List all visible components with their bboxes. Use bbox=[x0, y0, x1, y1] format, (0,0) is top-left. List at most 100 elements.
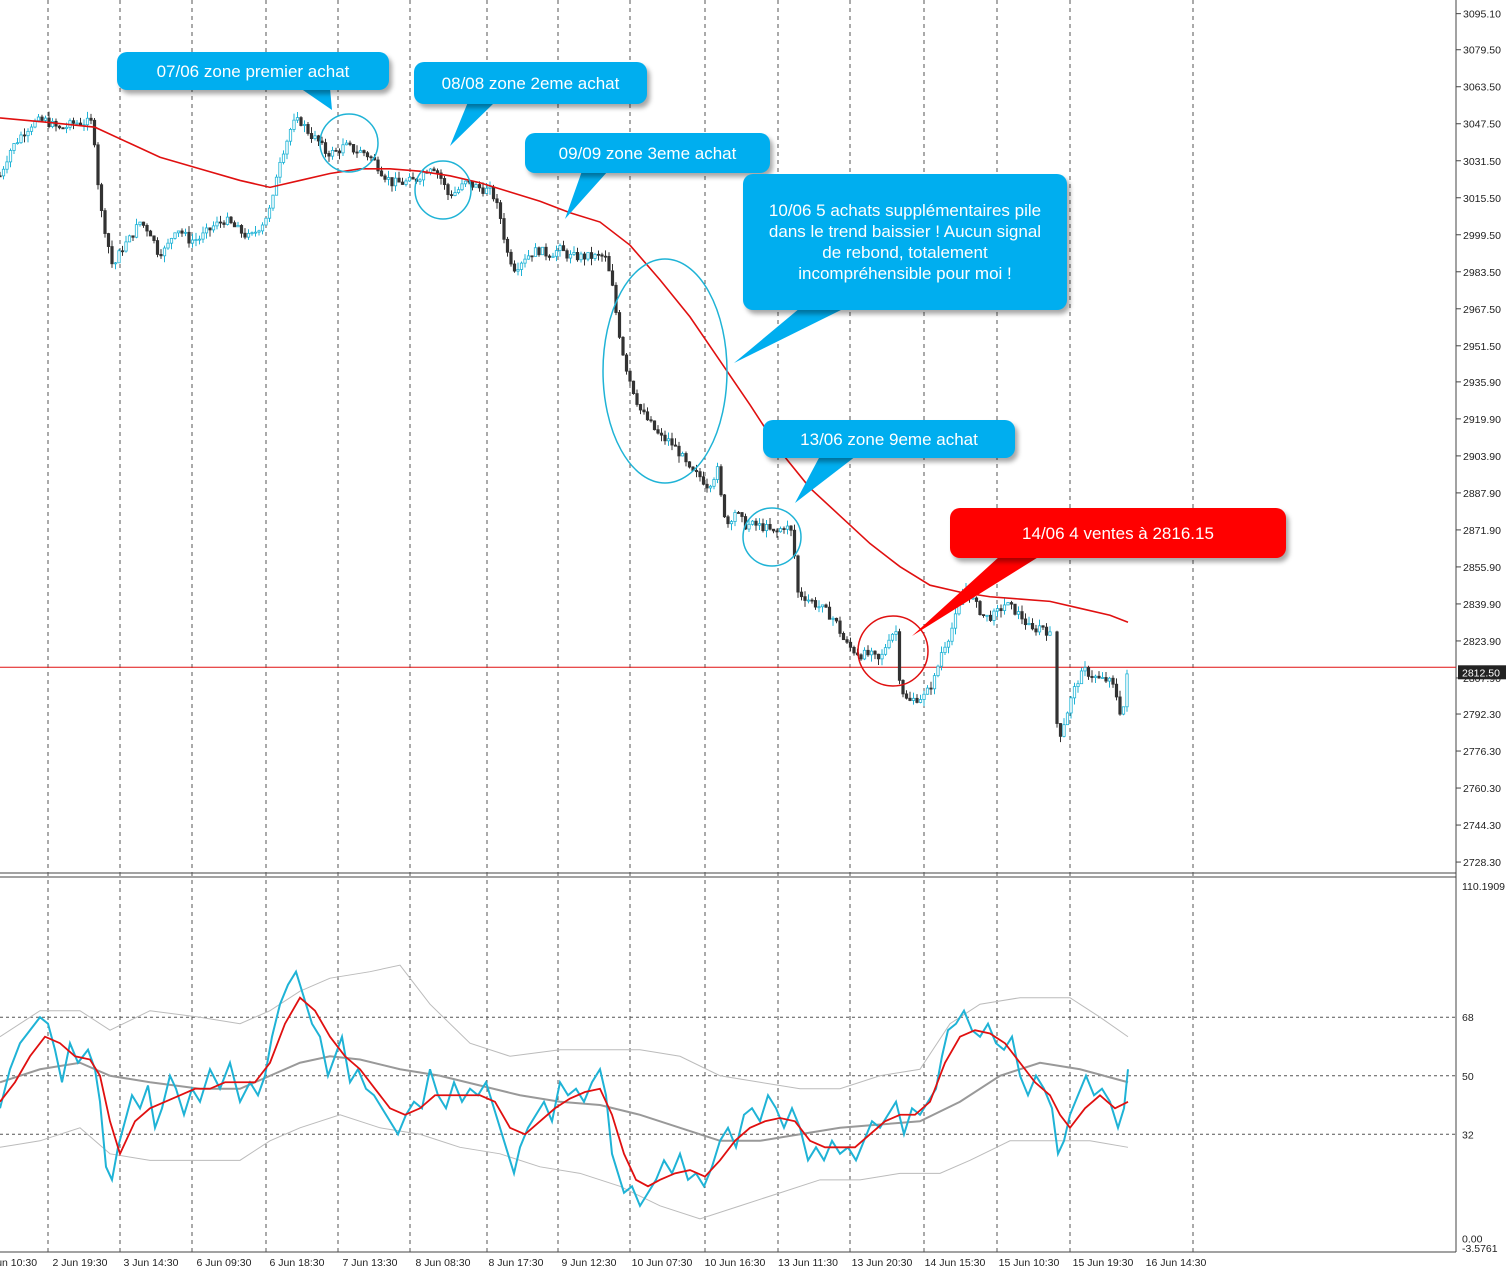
candle-body bbox=[365, 152, 370, 158]
candle-body bbox=[834, 617, 839, 622]
candle-body bbox=[439, 172, 443, 179]
candle-body bbox=[1023, 618, 1028, 626]
candle-body bbox=[698, 471, 702, 478]
candle-body bbox=[533, 247, 538, 257]
candle-body bbox=[894, 631, 898, 635]
candle-body bbox=[733, 512, 737, 522]
candle-body bbox=[1016, 611, 1021, 615]
candle-body bbox=[1111, 677, 1115, 685]
callout-tail bbox=[450, 102, 495, 146]
candle-body bbox=[334, 150, 338, 152]
candle-body bbox=[624, 354, 629, 372]
candle-body bbox=[1030, 623, 1035, 630]
candle-body bbox=[78, 122, 83, 126]
x-tick-label: 8 Jun 17:30 bbox=[489, 1257, 544, 1269]
candle-body bbox=[369, 156, 373, 159]
x-tick-label: 15 Jun 19:30 bbox=[1073, 1257, 1134, 1269]
candle-body bbox=[890, 633, 895, 641]
annotation-third-buy: 09/09 zone 3eme achat bbox=[525, 133, 770, 173]
x-tick-label: 16 Jun 14:30 bbox=[1146, 1257, 1207, 1269]
annotation-five-buys: 10/06 5 achats supplémentaires pile dans… bbox=[743, 174, 1067, 310]
x-tick-label: 6 Jun 18:30 bbox=[270, 1257, 325, 1269]
candle-body bbox=[999, 608, 1003, 612]
candle-body bbox=[103, 210, 107, 234]
candle-body bbox=[162, 247, 167, 257]
candle-body bbox=[876, 653, 881, 660]
candle-body bbox=[505, 238, 510, 253]
candle-body bbox=[901, 679, 905, 695]
candle-body bbox=[218, 221, 223, 224]
candle-body bbox=[1121, 706, 1126, 715]
candle-body bbox=[981, 614, 986, 616]
candle-body bbox=[603, 255, 608, 258]
candle-body bbox=[432, 168, 436, 172]
candle-body bbox=[89, 117, 93, 121]
candle-body bbox=[99, 184, 104, 212]
x-tick-label: 2 Jun 19:30 bbox=[53, 1257, 108, 1269]
candle-body bbox=[684, 453, 688, 463]
candle-body bbox=[1090, 675, 1094, 678]
candle-body bbox=[561, 245, 566, 252]
candle-body bbox=[638, 404, 643, 411]
candle-body bbox=[1093, 675, 1098, 678]
candle-body bbox=[229, 216, 233, 224]
candle-body bbox=[1118, 696, 1122, 715]
candle-body bbox=[985, 614, 989, 617]
candle-body bbox=[1125, 673, 1129, 708]
candle-body bbox=[75, 122, 79, 125]
candle-body bbox=[15, 142, 20, 145]
candle-body bbox=[621, 336, 625, 356]
middle-band-line bbox=[0, 1055, 1129, 1142]
candle-body bbox=[134, 224, 139, 238]
candle-body bbox=[169, 237, 174, 244]
candle-body bbox=[190, 239, 195, 244]
candle-body bbox=[299, 117, 303, 126]
candle-body bbox=[400, 181, 405, 185]
highlight-circle bbox=[742, 507, 802, 567]
highlight-circle bbox=[414, 160, 472, 220]
candle-body bbox=[817, 606, 821, 609]
candle-body bbox=[607, 256, 611, 272]
price-panel bbox=[0, 111, 1456, 743]
candle-body bbox=[673, 444, 678, 447]
candle-body bbox=[215, 221, 219, 227]
candle-body bbox=[929, 687, 933, 690]
candle-body bbox=[537, 247, 541, 256]
candle-body bbox=[995, 608, 1000, 612]
candle-body bbox=[43, 117, 48, 121]
candle-body bbox=[530, 255, 534, 258]
y-tick-label: 2935.90 bbox=[1463, 377, 1501, 389]
y-tick-label: 2776.30 bbox=[1463, 746, 1501, 758]
candle-body bbox=[180, 230, 184, 234]
candle-body bbox=[302, 124, 307, 126]
candle-body bbox=[383, 175, 387, 180]
candle-body bbox=[456, 189, 461, 194]
candle-body bbox=[761, 523, 765, 532]
y-tick-label: 2744.30 bbox=[1463, 820, 1501, 832]
candle-body bbox=[474, 184, 478, 188]
candle-body bbox=[1044, 626, 1049, 636]
x-tick-label: 9 Jun 12:30 bbox=[562, 1257, 617, 1269]
y-tick-label: 2967.50 bbox=[1463, 304, 1501, 316]
candle-body bbox=[145, 224, 149, 232]
oscillator-tick-label: 0.00 bbox=[1462, 1233, 1483, 1245]
candle-body bbox=[512, 263, 517, 272]
candle-body bbox=[204, 227, 209, 234]
candle-body bbox=[764, 524, 769, 532]
candle-body bbox=[526, 255, 531, 260]
candle-body bbox=[845, 639, 849, 643]
y-tick-label: 2760.30 bbox=[1463, 783, 1501, 795]
candle-body bbox=[796, 555, 800, 593]
y-tick-label: 2728.30 bbox=[1463, 857, 1501, 869]
candle-body bbox=[127, 235, 132, 243]
candle-body bbox=[92, 119, 97, 146]
candle-body bbox=[22, 134, 27, 137]
candle-body bbox=[904, 693, 909, 699]
candle-body bbox=[841, 632, 846, 641]
candle-body bbox=[246, 232, 251, 238]
y-tick-label: 2792.30 bbox=[1463, 709, 1501, 721]
candle-body bbox=[596, 253, 601, 256]
candle-body bbox=[950, 627, 954, 642]
candle-body bbox=[740, 512, 744, 517]
